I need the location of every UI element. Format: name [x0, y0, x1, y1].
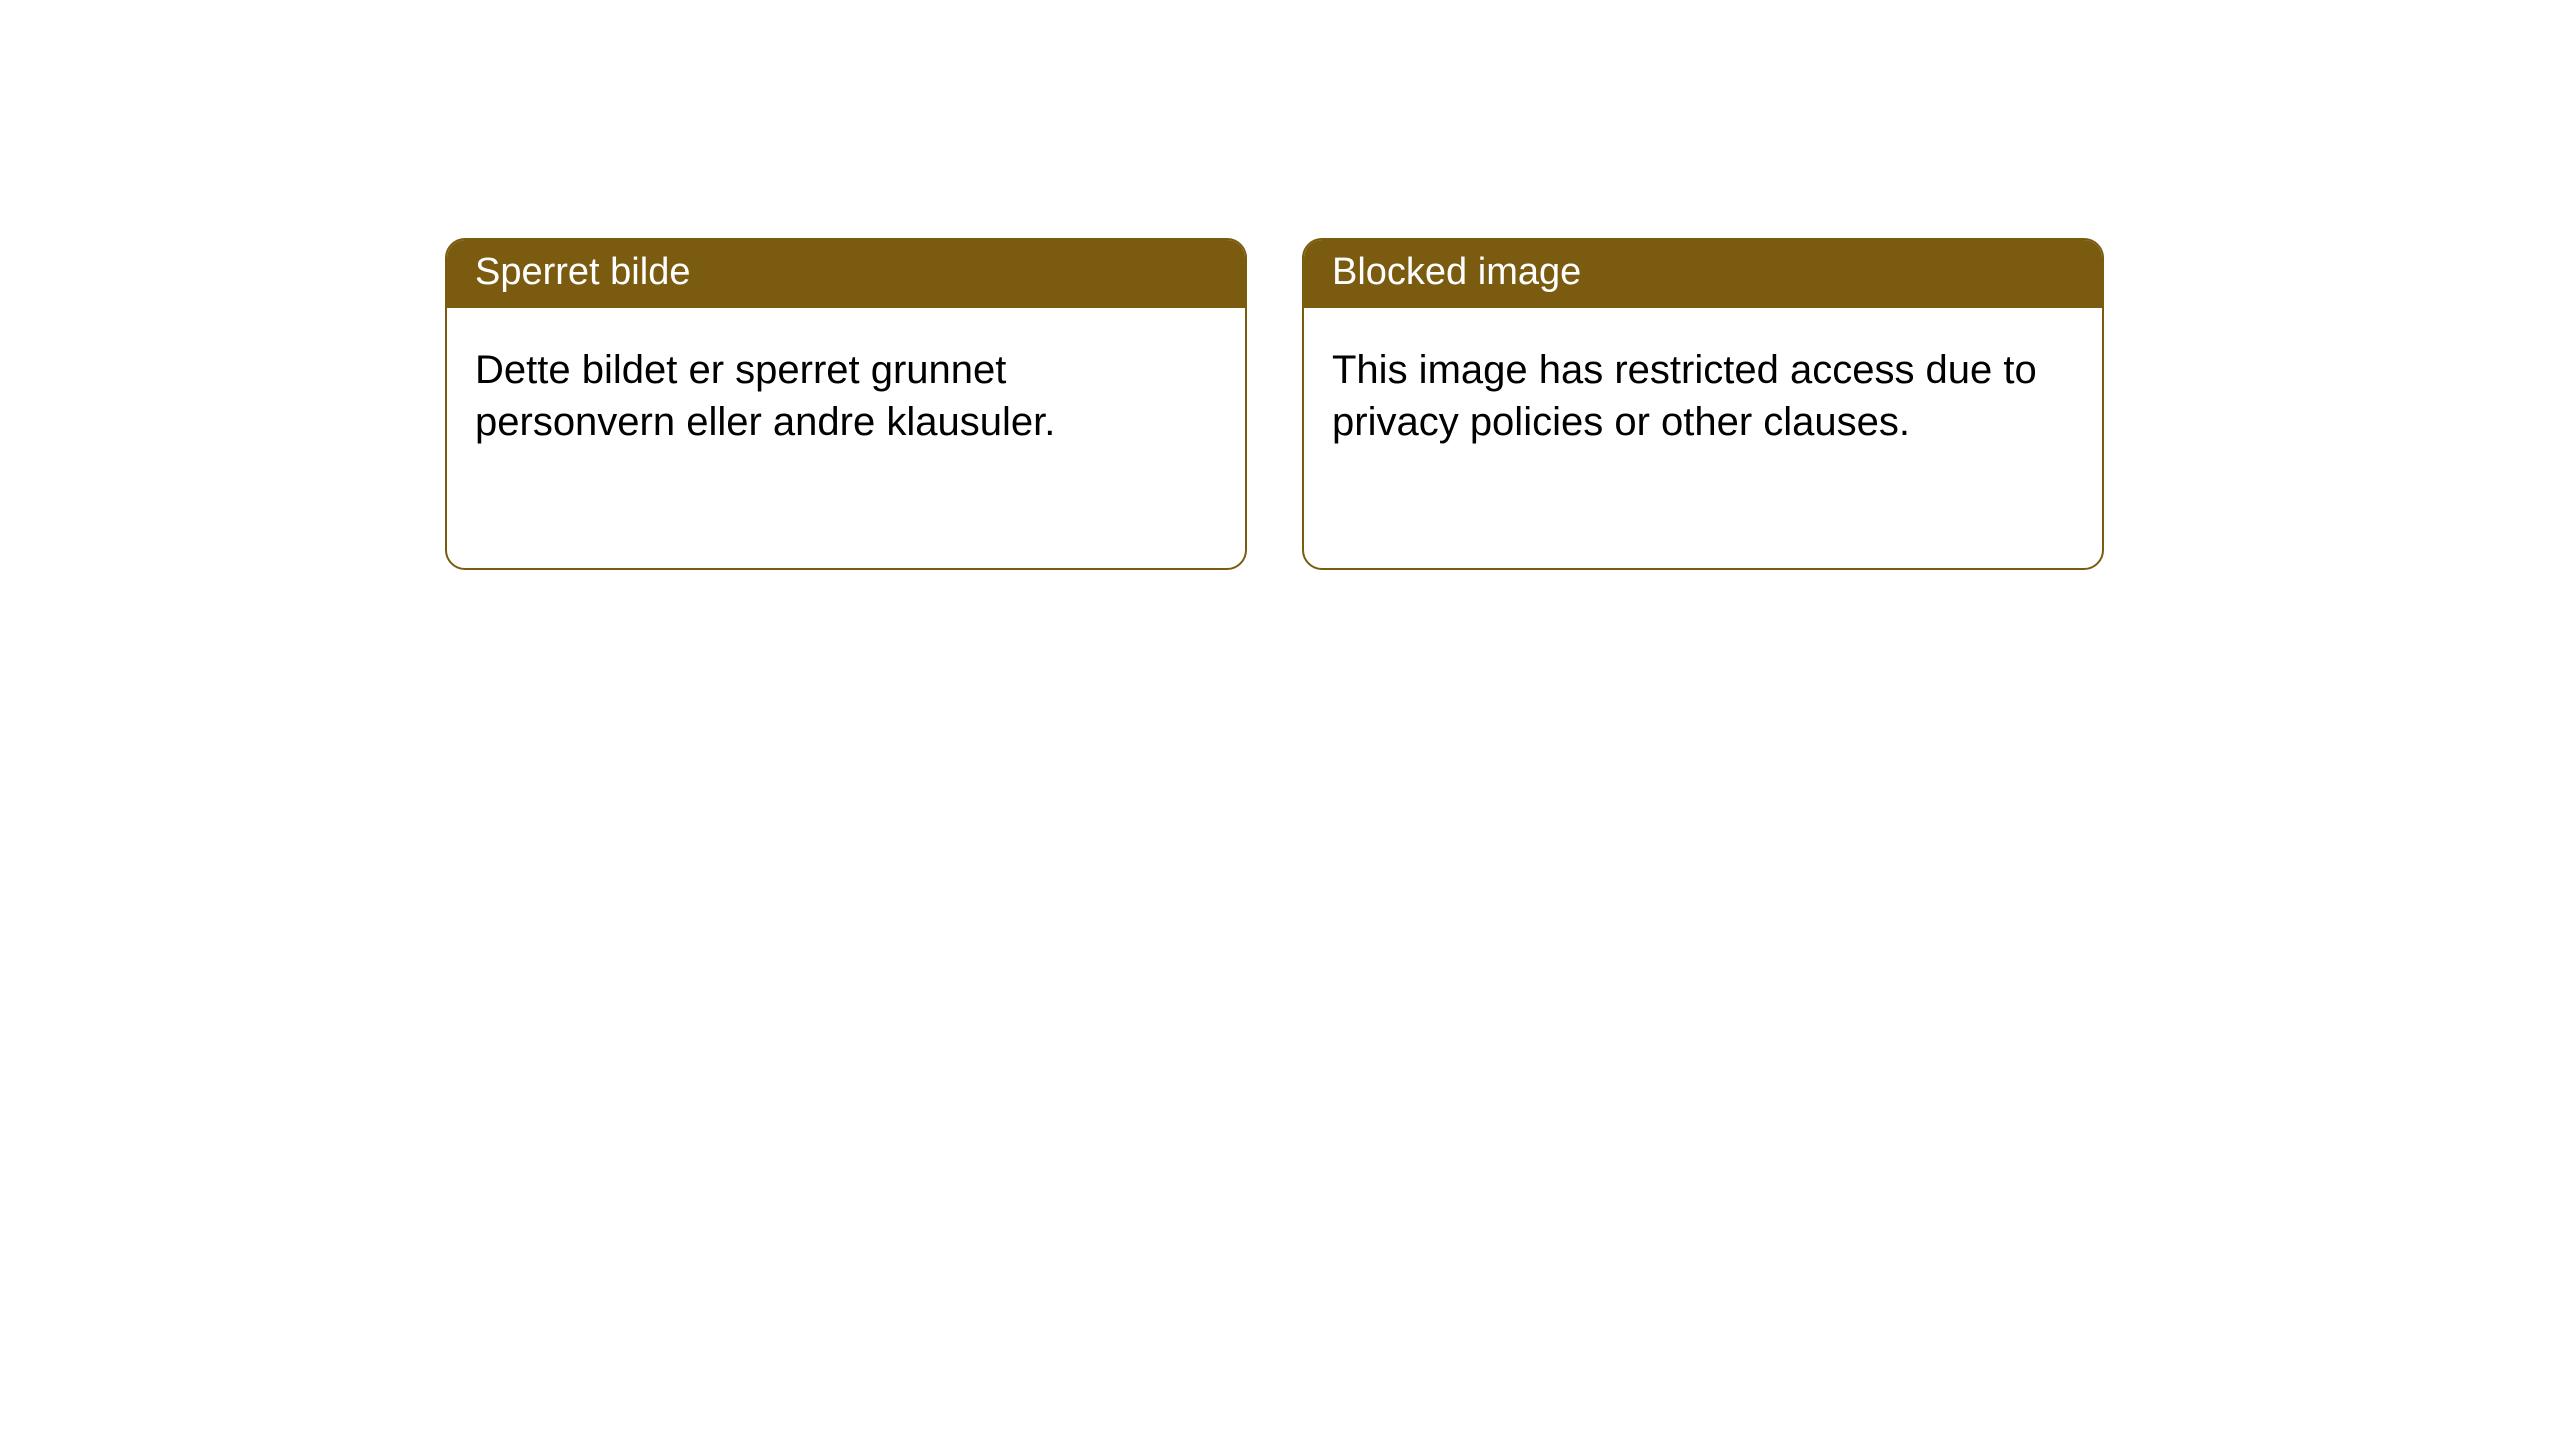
card-body: This image has restricted access due to … — [1304, 308, 2102, 484]
card-body-text: This image has restricted access due to … — [1332, 348, 2037, 444]
notice-card-english: Blocked image This image has restricted … — [1302, 238, 2104, 570]
card-title: Sperret bilde — [447, 240, 1245, 308]
card-title-text: Blocked image — [1332, 251, 1581, 293]
card-title: Blocked image — [1304, 240, 2102, 308]
notice-cards-container: Sperret bilde Dette bildet er sperret gr… — [445, 238, 2104, 570]
card-body-text: Dette bildet er sperret grunnet personve… — [475, 348, 1055, 444]
card-title-text: Sperret bilde — [475, 251, 690, 293]
card-body: Dette bildet er sperret grunnet personve… — [447, 308, 1245, 484]
notice-card-norwegian: Sperret bilde Dette bildet er sperret gr… — [445, 238, 1247, 570]
